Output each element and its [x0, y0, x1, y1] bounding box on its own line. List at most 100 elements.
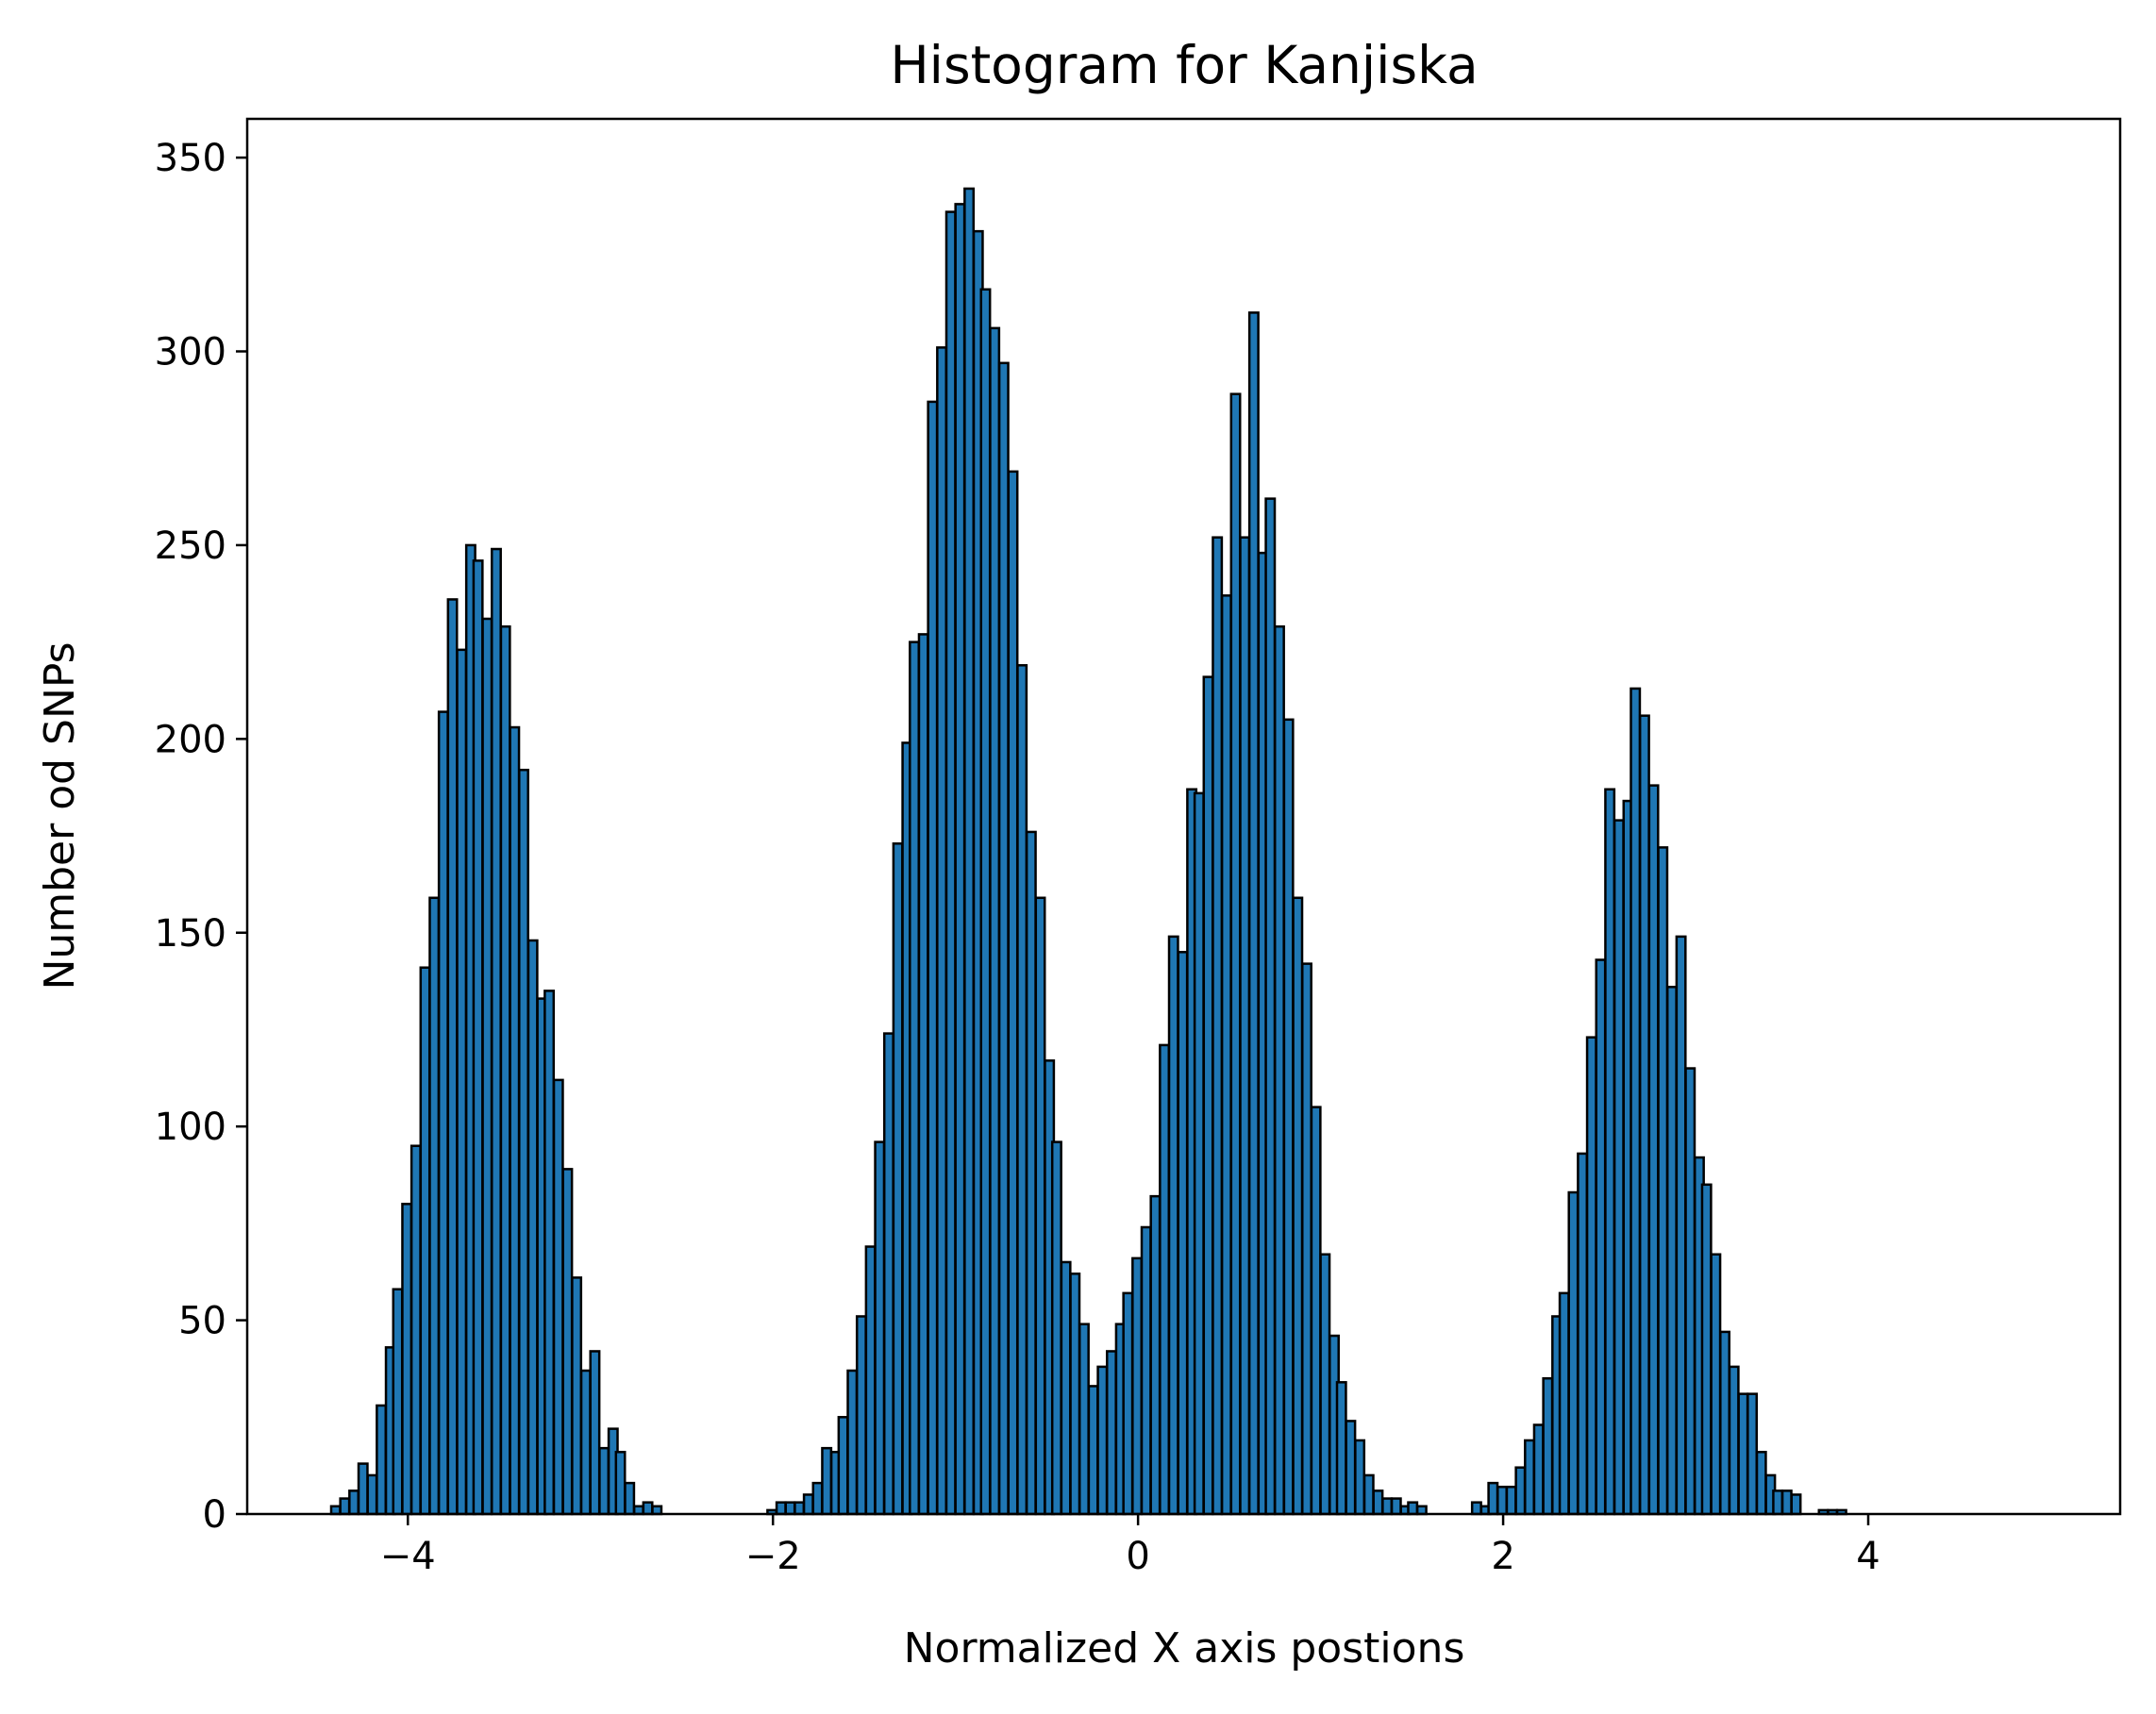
histogram-bar: [989, 326, 1001, 1516]
x-tick-label: −2: [745, 1535, 801, 1578]
y-tick-label: 50: [178, 1300, 226, 1343]
histogram-bar: [892, 842, 904, 1516]
histogram-bar: [1060, 1260, 1072, 1516]
histogram-bar: [1212, 536, 1224, 1516]
histogram-bar: [802, 1493, 814, 1516]
y-tick-label: 350: [155, 137, 226, 180]
histogram-bar: [1772, 1489, 1784, 1516]
histogram-bar: [348, 1489, 360, 1516]
histogram-bar: [1202, 675, 1214, 1516]
histogram-bar: [571, 1276, 583, 1516]
histogram-bar: [1747, 1392, 1759, 1516]
histogram-bar: [1335, 1381, 1347, 1516]
histogram-bar: [1301, 962, 1312, 1516]
histogram-bar: [1016, 664, 1028, 1516]
histogram-bar: [1177, 951, 1189, 1516]
x-tick-label: −4: [380, 1535, 436, 1578]
histogram-bar: [1362, 1473, 1375, 1516]
x-tick-label: 2: [1491, 1535, 1514, 1578]
histogram-bar: [979, 288, 992, 1516]
histogram-bar: [1372, 1489, 1384, 1516]
histogram-bar: [1675, 935, 1687, 1516]
histogram-bar: [472, 559, 484, 1516]
histogram-bar: [1524, 1439, 1535, 1516]
histogram-bar: [1105, 1350, 1117, 1516]
histogram-bar: [1638, 714, 1650, 1516]
histogram-bar: [882, 1032, 894, 1516]
histogram-bar: [1737, 1392, 1749, 1516]
y-axis-ticks: 0 50 100 150 200 250 300 350: [155, 137, 247, 1537]
histogram-bar: [1345, 1420, 1357, 1516]
histogram-bar: [1647, 784, 1660, 1516]
y-tick-label: 250: [155, 524, 226, 568]
histogram-bar: [1050, 1140, 1062, 1516]
histogram-bar: [552, 1078, 564, 1516]
histogram-bar: [376, 1404, 388, 1516]
histogram-bar: [837, 1416, 849, 1516]
histogram-bar: [1149, 1194, 1162, 1516]
histogram-bar: [864, 1245, 877, 1516]
histogram-bar: [589, 1350, 601, 1516]
histogram-bar: [642, 1501, 654, 1516]
histogram-bar: [401, 1203, 413, 1516]
histogram-bar: [927, 400, 939, 1516]
histogram-bar: [1159, 1043, 1171, 1516]
histogram-bar: [1657, 846, 1669, 1516]
histogram-bar: [509, 725, 521, 1516]
histogram-bar: [936, 346, 948, 1516]
histogram-bar: [366, 1473, 378, 1516]
histogram-bar: [1532, 1423, 1545, 1516]
histogram-bar: [775, 1501, 787, 1516]
histogram-bars: [329, 187, 1847, 1516]
histogram-bar: [1567, 1190, 1579, 1516]
histogram-bar: [1700, 1183, 1713, 1516]
histogram-bar: [1790, 1493, 1802, 1516]
histogram-bar: [1220, 594, 1232, 1516]
histogram-bar: [409, 1144, 422, 1516]
y-tick-label: 200: [155, 718, 226, 761]
histogram-bar: [1131, 1256, 1144, 1516]
histogram-bar: [1319, 1253, 1331, 1516]
histogram-bar: [392, 1288, 404, 1516]
histogram-bar: [1595, 958, 1607, 1516]
histogram-bar: [1087, 1385, 1099, 1516]
histogram-bar: [624, 1481, 636, 1516]
y-tick-label: 0: [203, 1493, 226, 1537]
histogram-bar: [543, 990, 556, 1516]
histogram-bar: [1354, 1439, 1366, 1516]
histogram-bar: [1780, 1489, 1793, 1516]
histogram-bar: [1292, 896, 1304, 1516]
histogram-bar: [963, 187, 976, 1516]
histogram-bar: [1034, 896, 1046, 1516]
histogram-bar: [1496, 1485, 1508, 1516]
histogram-bar: [526, 939, 539, 1516]
histogram-bar: [561, 1168, 574, 1516]
histogram-bar: [1264, 497, 1277, 1516]
x-tick-label: 0: [1126, 1535, 1149, 1578]
histogram-bar: [1407, 1501, 1419, 1516]
histogram-bar: [1381, 1497, 1394, 1516]
histogram-bar: [1558, 1291, 1570, 1516]
histogram-bar: [909, 641, 920, 1516]
histogram-bar: [456, 648, 468, 1516]
histogram-bar: [1247, 311, 1260, 1516]
histogram-bar: [1025, 830, 1037, 1516]
histogram-bar: [1193, 791, 1205, 1516]
histogram-bar: [1613, 819, 1625, 1516]
histogram-bar: [1487, 1481, 1499, 1516]
histogram-bar: [1078, 1323, 1090, 1516]
y-tick-label: 100: [155, 1106, 226, 1149]
histogram-bar: [1140, 1225, 1152, 1516]
x-tick-label: 4: [1856, 1535, 1880, 1578]
y-tick-label: 150: [155, 912, 226, 956]
histogram-bar: [1282, 718, 1295, 1516]
histogram-bar: [997, 361, 1010, 1516]
histogram-bar: [437, 710, 449, 1516]
histogram-bar: [481, 617, 493, 1516]
histogram-bar: [917, 633, 929, 1516]
histogram-bar: [357, 1462, 369, 1516]
histogram-bar: [811, 1481, 824, 1516]
histogram-bar: [1719, 1330, 1730, 1516]
plot-frame: [245, 117, 2122, 1516]
